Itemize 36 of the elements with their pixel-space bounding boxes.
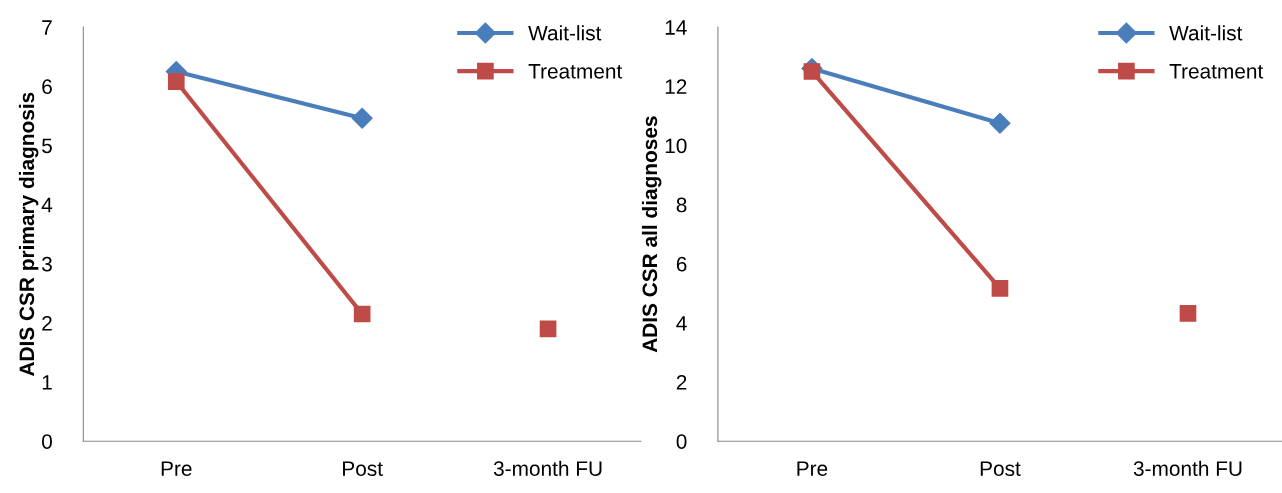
y-tick-label: 1	[42, 375, 52, 390]
y-tick-label: 4	[676, 316, 687, 331]
x-tick-label: Post	[343, 461, 383, 476]
y-tick-label: 8	[676, 197, 687, 213]
point	[991, 279, 1009, 297]
y-tick-label: 5	[42, 138, 52, 154]
y-tick-label: 10	[665, 138, 687, 154]
y-tick-label: 2	[42, 315, 52, 331]
x-tick-label: Pre	[161, 461, 192, 476]
legend-label: Treatment	[528, 64, 623, 79]
y-tick-label: 0	[42, 434, 52, 449]
x-tick-label: 3-month FU	[493, 460, 602, 476]
point	[167, 73, 185, 90]
point	[353, 305, 371, 323]
y-axis-title: ADIS CSR primary diagnosis	[18, 92, 39, 377]
y-tick-label: 12	[665, 79, 687, 94]
y-tick-label: 4	[41, 197, 53, 213]
x-tick-label: Post	[980, 461, 1021, 476]
point	[1179, 305, 1197, 322]
legend-label: Wait-list	[1169, 25, 1243, 41]
y-tick-label: 2	[676, 375, 687, 390]
x-tick-label: 3-month FU	[1133, 460, 1242, 476]
point	[803, 63, 821, 80]
point	[989, 112, 1011, 134]
y-tick-label: 3	[41, 256, 52, 272]
x-tick-label: Pre	[797, 461, 828, 476]
legend-label: Treatment	[1169, 64, 1264, 79]
y-tick-label: 14	[665, 20, 687, 35]
y-tick-label: 6	[676, 256, 687, 272]
point	[351, 107, 373, 129]
y-tick-label: 0	[676, 434, 687, 449]
point	[539, 320, 557, 338]
y-axis-title: ADIS CSR all diagnoses	[641, 116, 662, 353]
y-tick-label: 6	[42, 79, 52, 95]
legend-label: Wait-list	[528, 25, 602, 41]
y-tick-label: 7	[42, 20, 52, 35]
